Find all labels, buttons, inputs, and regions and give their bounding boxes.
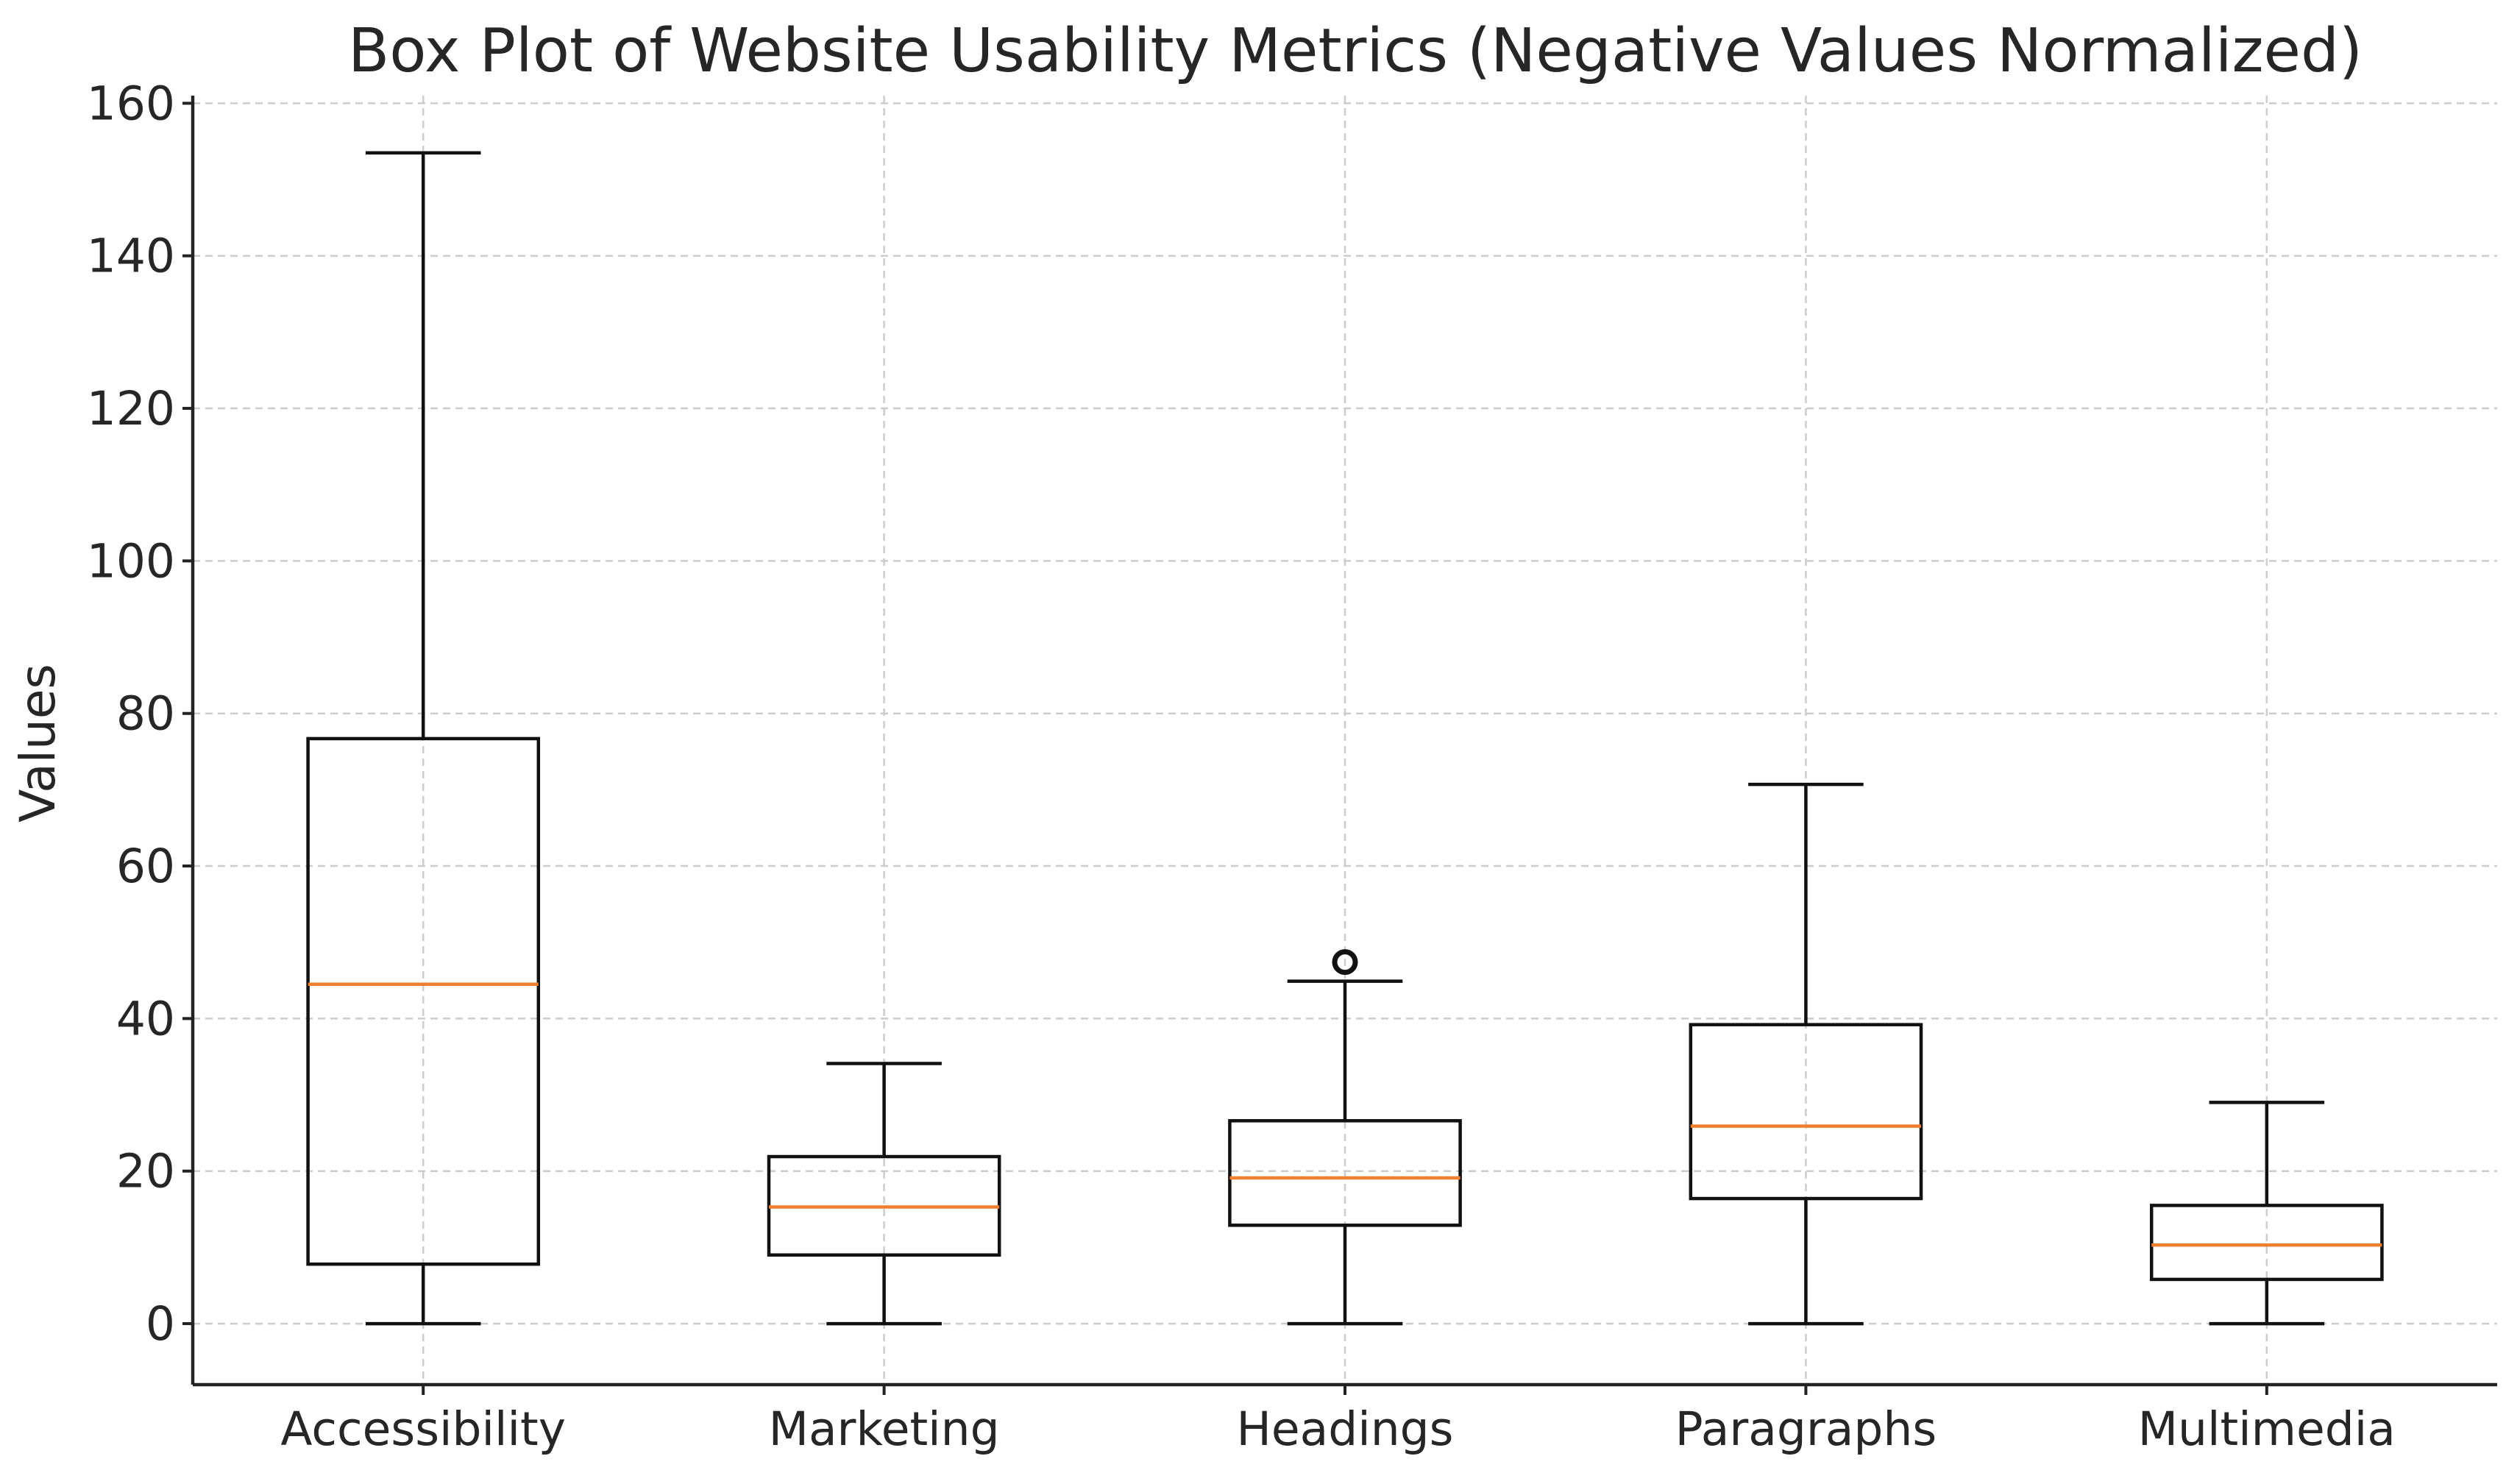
box-multimedia [2149,1101,2384,1326]
y-tick-label: 160 [87,77,175,130]
y-tick-label: 60 [116,839,175,893]
box-marketing [767,1062,1001,1326]
boxes-layer [306,151,2384,1326]
iqr-box [306,736,541,1266]
box-headings [1228,949,1462,1326]
grid-layer [193,96,2497,1385]
x-tick-label: Headings [1237,1402,1454,1456]
y-tick-label: 20 [116,1145,175,1199]
y-tick-label: 80 [116,687,175,741]
iqr-box [1689,1023,1923,1201]
x-tick-label: Marketing [769,1402,1000,1456]
labels-layer: 0 20 40 60 80 100 120 140 160 Accessibility Market… [87,77,2396,1456]
y-tick-label: 120 [87,382,175,436]
chart-title: Box Plot of Website Usability Metrics (N… [348,16,2363,86]
y-tick-label: 100 [87,534,175,588]
box-paragraphs [1689,782,1923,1326]
box-accessibility [306,151,541,1326]
x-tick-label: Paragraphs [1675,1402,1937,1456]
outlier-point [1332,949,1358,976]
y-tick-label: 40 [116,992,175,1045]
y-axis-label: Values [10,664,66,823]
x-tick-label: Multimedia [2138,1402,2396,1456]
y-tick-label: 0 [146,1297,175,1351]
iqr-box [2149,1204,2384,1282]
x-tick-label: Accessibility [280,1402,566,1456]
axes-layer [182,96,2497,1395]
y-tick-label: 140 [87,230,175,283]
iqr-box [1228,1119,1462,1227]
